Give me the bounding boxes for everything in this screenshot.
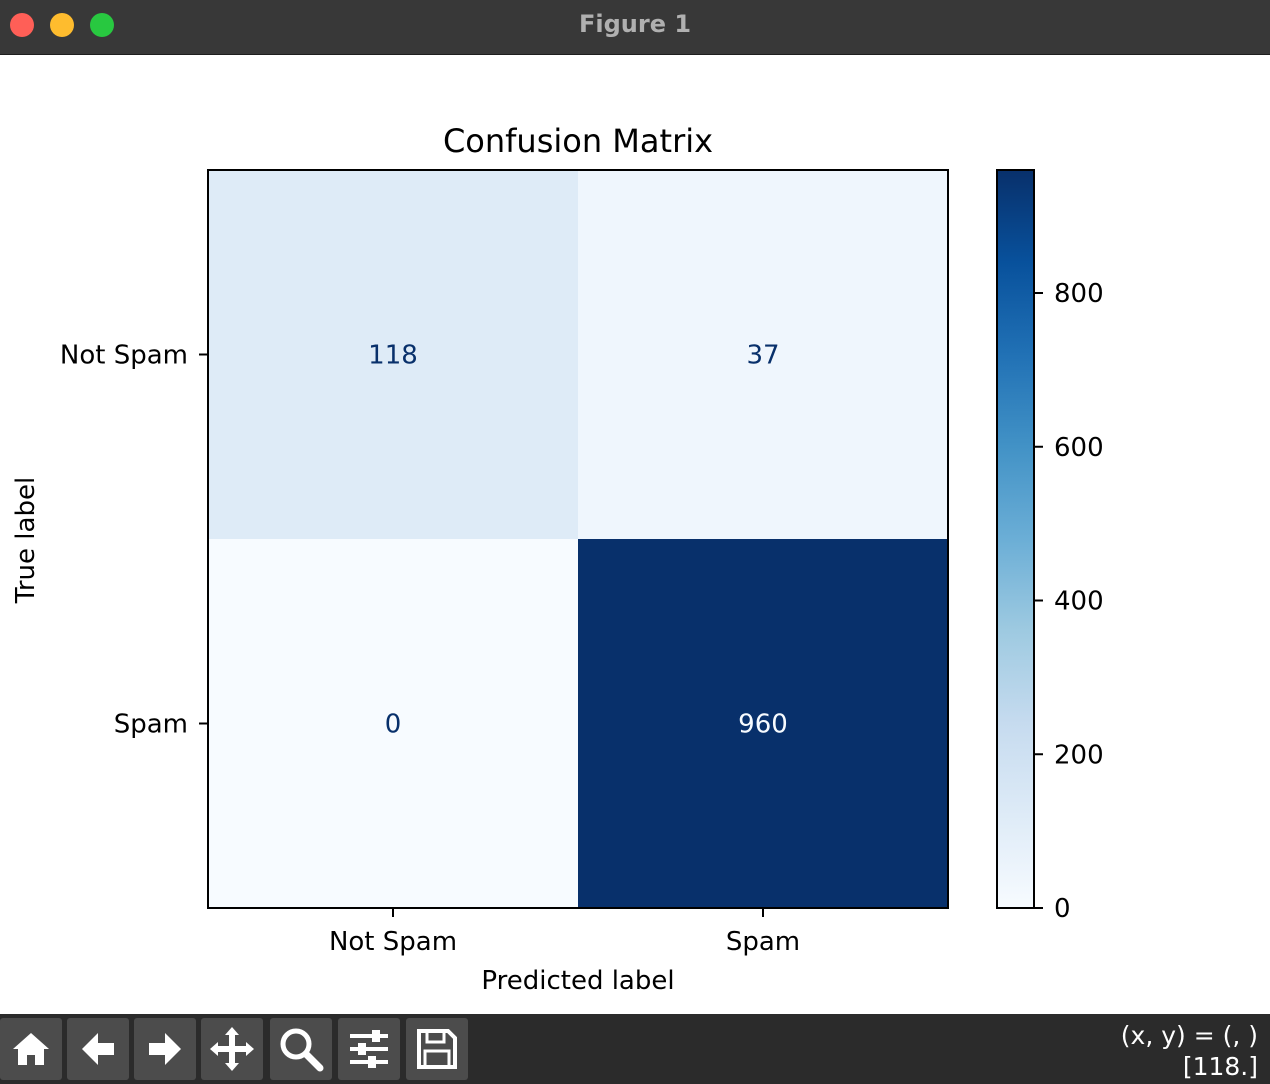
close-button[interactable] (10, 13, 34, 37)
colorbar-gradient (996, 169, 1035, 909)
colorbar: 0 200 400 600 800 (996, 169, 1104, 924)
x-axis-label: Predicted label (481, 966, 674, 996)
x-tick-label: Not Spam (329, 927, 457, 957)
pan-button[interactable] (201, 1018, 263, 1080)
colorbar-tick-label: 800 (1054, 279, 1104, 309)
figure-canvas[interactable]: Confusion Matrix 118 37 0 960 Not Spam Spam N… (0, 55, 1270, 1013)
configure-subplots-icon (350, 1030, 388, 1068)
save-icon (417, 1029, 457, 1069)
configure-subplots-button[interactable] (338, 1018, 400, 1080)
confusion-matrix-chart[interactable]: Confusion Matrix 118 370 960 Not Spam SpamN… (0, 55, 1270, 1013)
title-bar: Figure 1 (0, 0, 1270, 55)
save-button[interactable] (406, 1018, 468, 1080)
axes-spine (207, 169, 949, 909)
home-icon (13, 1033, 49, 1065)
zoom-icon (280, 1028, 324, 1072)
y-tick-label: Not Spam (60, 341, 188, 371)
window-title: Figure 1 (578, 10, 692, 38)
zoom-button[interactable] (270, 1018, 332, 1080)
heatmap-cell (208, 539, 578, 908)
heatmap-cell (578, 539, 948, 908)
maximize-button[interactable] (90, 13, 114, 37)
coords-line-2: [118.] (1182, 1052, 1258, 1081)
y-tick-label: Spam (114, 710, 188, 740)
chart-title: Confusion Matrix (443, 122, 713, 160)
forward-button[interactable] (134, 1018, 196, 1080)
axes-frame (207, 169, 949, 909)
cell-value-label: 37 (746, 341, 779, 371)
cell-value-label: 0 (385, 710, 402, 740)
heatmap-cells: 118 37 0 960 (208, 170, 948, 908)
back-button[interactable] (67, 1018, 129, 1080)
x-tick-label: Spam (726, 927, 800, 957)
forward-icon (149, 1033, 181, 1065)
heatmap-cell (578, 170, 948, 539)
axis-ticks: Not Spam Spam Not Spam Spam (60, 341, 800, 958)
cell-value-label: 118 (368, 341, 418, 371)
y-axis-label: True label (11, 477, 41, 604)
colorbar-tick-label: 0 (1054, 894, 1071, 924)
navigation-toolbar: (x, y) = (, ) [118.] (0, 1014, 1270, 1084)
minimize-button[interactable] (50, 13, 74, 37)
colorbar-tick-label: 400 (1054, 587, 1104, 617)
cell-value-label: 960 (738, 710, 788, 740)
cursor-coordinates-readout: (x, y) = (, ) [118.] (1121, 1020, 1258, 1082)
colorbar-tick-label: 600 (1054, 433, 1104, 463)
home-button[interactable] (0, 1018, 62, 1080)
pan-icon (210, 1027, 254, 1071)
back-icon (82, 1033, 114, 1065)
colorbar-tick-label: 200 (1054, 740, 1104, 770)
heatmap-cell (208, 170, 578, 539)
coords-line-1: (x, y) = (, ) (1120, 1021, 1258, 1050)
